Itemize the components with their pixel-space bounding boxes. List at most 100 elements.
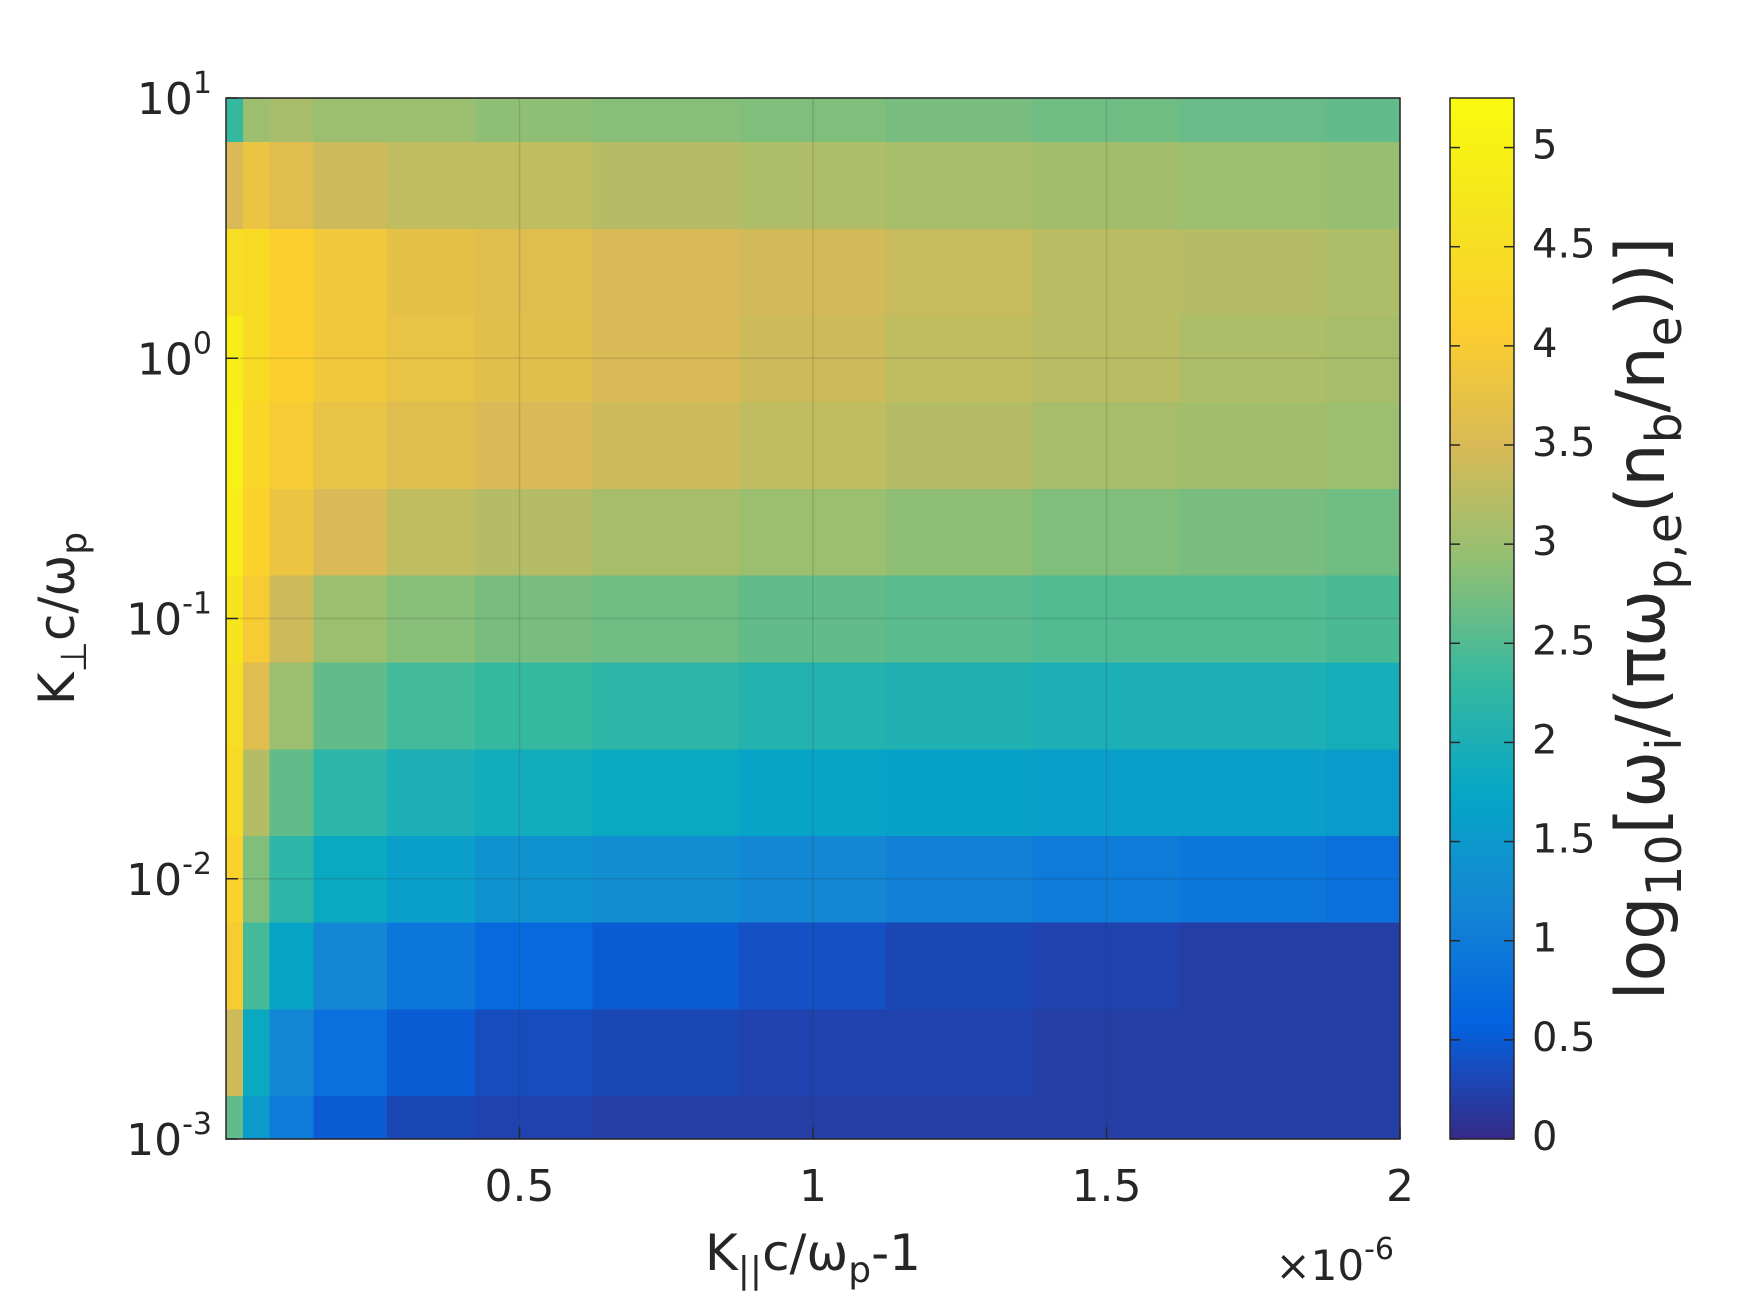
heatmap-cell xyxy=(1179,97,1328,142)
heatmap-cell xyxy=(313,401,388,490)
multiplier-exponent: -6 xyxy=(1364,1232,1394,1267)
x-tick-label: 1.5 xyxy=(1072,1161,1142,1212)
heatmap-cell xyxy=(885,401,1034,490)
heatmap-cell xyxy=(474,834,594,923)
y-tick-label: 101 xyxy=(137,66,212,126)
heatmap-cell xyxy=(313,834,388,923)
heatmap-cell xyxy=(313,661,388,750)
heatmap-cell xyxy=(474,574,594,663)
heatmap-cell xyxy=(474,1008,594,1097)
heatmap-cell xyxy=(386,488,476,576)
heatmap-cell xyxy=(592,834,741,923)
heatmap-cell xyxy=(885,227,1034,316)
heatmap-cell xyxy=(386,921,476,1010)
heatmap-cell xyxy=(386,834,476,923)
heatmap-cell xyxy=(243,1095,271,1140)
x-tick-label: 1 xyxy=(799,1161,827,1212)
label-part: /n xyxy=(1602,346,1681,412)
heatmap-cell xyxy=(739,401,887,490)
heatmap-cell xyxy=(592,1095,741,1140)
heatmap-cell xyxy=(313,227,388,316)
heatmap-cell xyxy=(1032,1008,1181,1097)
heatmap-cell xyxy=(386,227,476,316)
heatmap-cell xyxy=(1179,140,1328,229)
label-part: e xyxy=(1635,316,1692,346)
colorbar-tick-label: 1 xyxy=(1532,916,1557,962)
y-tick-exponent: -1 xyxy=(182,586,212,621)
heatmap-cell xyxy=(386,1008,476,1097)
heatmap-cell xyxy=(313,748,388,836)
heatmap-cell xyxy=(269,227,315,316)
colorbar-tick-label: 2.5 xyxy=(1532,618,1596,664)
heatmap-cell xyxy=(474,140,594,229)
label-part: /(πω xyxy=(1602,590,1681,737)
heatmap-cell xyxy=(474,1095,594,1140)
heatmap-cell xyxy=(386,97,476,142)
y-tick-exponent: -2 xyxy=(182,846,212,881)
heatmap-cell xyxy=(739,921,887,1010)
colorbar-tick-label: 0.5 xyxy=(1532,1015,1596,1061)
label-part: log xyxy=(1602,897,1681,1001)
y-tick-exponent: 0 xyxy=(193,326,212,361)
colorbar-tick-label: 3 xyxy=(1532,519,1557,565)
heatmap-cell xyxy=(225,140,245,229)
heatmap-cell xyxy=(1179,661,1328,750)
label-part: c/ω xyxy=(28,555,86,641)
y-tick-exponent: -3 xyxy=(182,1107,212,1142)
colorbar-tick-label: 0 xyxy=(1532,1114,1557,1160)
heatmap-cell xyxy=(1032,921,1181,1010)
heatmap-cell xyxy=(1326,1008,1401,1097)
heatmap-cell xyxy=(269,488,315,576)
heatmap-cell xyxy=(474,401,594,490)
heatmap-cell xyxy=(225,488,245,576)
heatmap-cell xyxy=(592,227,741,316)
heatmap-cell xyxy=(1032,488,1181,576)
heatmap-cell xyxy=(474,227,594,316)
y-tick-label: 100 xyxy=(137,326,212,386)
plot-frame xyxy=(225,97,1401,1140)
heatmap-cell xyxy=(592,1008,741,1097)
label-part: c/ω xyxy=(762,1224,848,1282)
multiplier-base: ×10 xyxy=(1275,1241,1364,1290)
heatmap-cell xyxy=(1179,227,1328,316)
heatmap-cell xyxy=(225,227,245,316)
colorbar xyxy=(1449,97,1515,1140)
heatmap-cell xyxy=(739,314,887,403)
heatmap-cell xyxy=(225,1008,245,1097)
heatmap-cell xyxy=(386,574,476,663)
heatmap-cell xyxy=(592,314,741,403)
heatmap-cell xyxy=(269,834,315,923)
heatmap-cell xyxy=(885,748,1034,836)
label-part: ⊥ xyxy=(54,641,95,672)
heatmap-cell xyxy=(1179,1008,1328,1097)
heatmap-cell xyxy=(1326,488,1401,576)
colorbar-label: log10[ωi/(πωp,e(nb/ne))] xyxy=(1602,237,1693,1001)
heatmap-cell xyxy=(269,401,315,490)
label-part: p,e xyxy=(1635,513,1692,590)
heatmap-cell xyxy=(243,661,271,750)
heatmap-cell xyxy=(269,314,315,403)
heatmap-cell xyxy=(474,661,594,750)
heatmap-cell xyxy=(386,401,476,490)
y-tick-exponent: 1 xyxy=(193,66,212,101)
heatmap-cell xyxy=(386,314,476,403)
heatmap-cell xyxy=(1032,748,1181,836)
heatmap-cell xyxy=(243,488,271,576)
heatmap-cell xyxy=(1179,748,1328,836)
heatmap-cell xyxy=(592,97,741,142)
heatmap-cell xyxy=(243,401,271,490)
y-tick-label: 10-1 xyxy=(126,586,212,646)
heatmap-cell xyxy=(1179,921,1328,1010)
heatmap-cell xyxy=(474,97,594,142)
heatmap-cell xyxy=(885,97,1034,142)
heatmap-cell xyxy=(739,227,887,316)
y-tick-base: 10 xyxy=(137,74,193,125)
heatmap-cell xyxy=(885,661,1034,750)
heatmap-cell xyxy=(313,97,388,142)
heatmap-cell xyxy=(1032,140,1181,229)
heatmap-cell xyxy=(269,748,315,836)
heatmap-cell xyxy=(739,140,887,229)
heatmap-cell xyxy=(1179,314,1328,403)
heatmap-cell xyxy=(269,1095,315,1140)
